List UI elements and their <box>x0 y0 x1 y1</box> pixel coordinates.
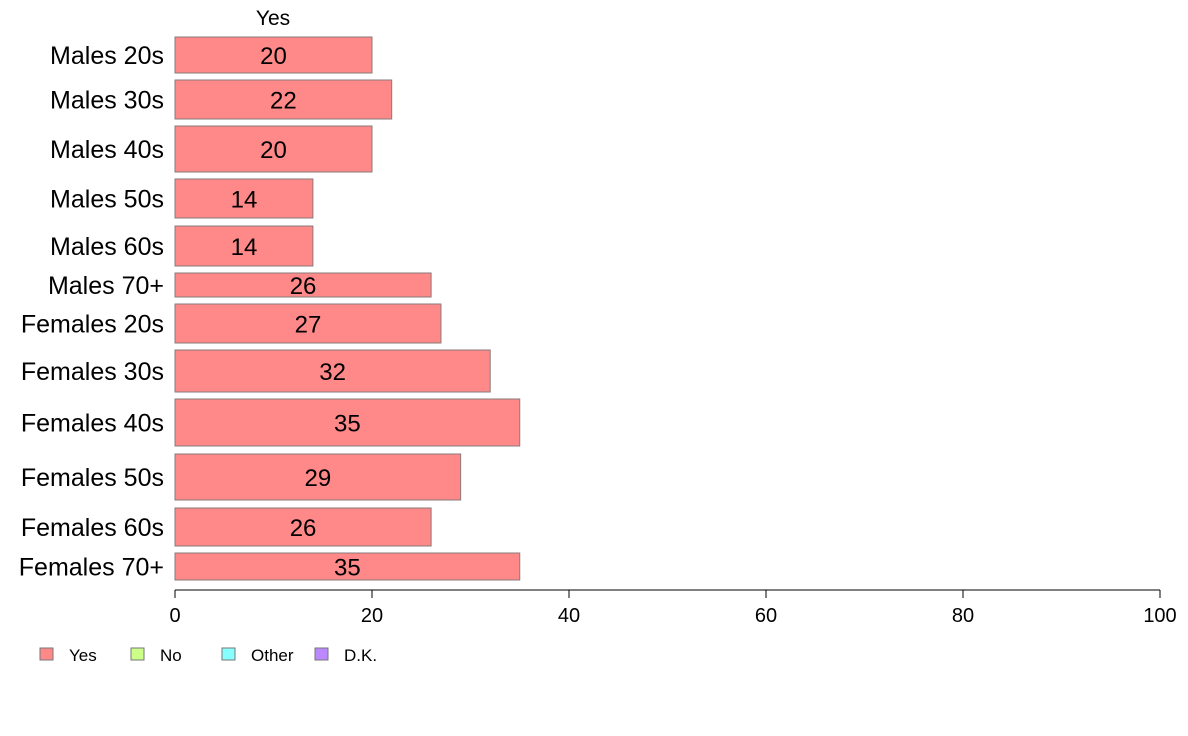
bar-value-label: 20 <box>260 43 287 70</box>
legend-label: D.K. <box>344 646 377 665</box>
bar <box>174 349 491 393</box>
tick-label: 40 <box>558 605 580 627</box>
bar-value-label: 14 <box>231 234 258 261</box>
bar <box>174 398 521 447</box>
bar <box>174 507 432 547</box>
legend-label: Yes <box>69 646 97 665</box>
bar-value-label: 26 <box>290 273 317 300</box>
tick-label: 60 <box>755 605 777 627</box>
category-label: Males 50s <box>50 186 164 214</box>
legend-swatch <box>314 647 329 661</box>
bar <box>174 225 314 267</box>
column-header: Yes <box>256 7 290 30</box>
category-label: Females 40s <box>21 410 164 438</box>
bar-value-label: 20 <box>260 137 287 164</box>
bar <box>174 453 462 501</box>
tick-label: 0 <box>169 605 180 627</box>
bar <box>174 36 373 74</box>
tick-label: 80 <box>952 605 974 627</box>
legend: Yes No Other D.K. <box>39 646 377 665</box>
category-label: Females 50s <box>21 464 164 492</box>
category-label: Males 60s <box>50 233 164 261</box>
legend-swatch <box>221 647 236 661</box>
bar <box>174 272 432 298</box>
bar <box>174 303 442 344</box>
category-label: Females 60s <box>21 514 164 542</box>
bar-value-label: 27 <box>295 312 322 339</box>
bars-group: Males 20s 20 Males 30s 22 Males 40s 20 Males 5… <box>19 36 521 582</box>
tick-label: 20 <box>361 605 383 627</box>
category-label: Males 20s <box>50 42 164 70</box>
bar-value-label: 14 <box>231 187 258 214</box>
legend-swatch <box>39 647 54 661</box>
bar <box>174 125 373 173</box>
category-label: Males 30s <box>50 87 164 115</box>
category-label: Females 70+ <box>19 554 164 582</box>
bar <box>174 79 393 120</box>
legend-label: No <box>160 646 182 665</box>
bar-value-label: 32 <box>319 359 346 386</box>
legend-swatch <box>130 647 145 661</box>
bar-value-label: 35 <box>334 411 361 438</box>
bar-value-label: 35 <box>334 555 361 582</box>
tick-label: 100 <box>1143 605 1176 627</box>
category-label: Males 70+ <box>48 272 164 300</box>
category-label: Females 20s <box>21 311 164 339</box>
bar-value-label: 29 <box>304 465 331 492</box>
x-axis-ticks: 0 20 40 60 80 100 <box>169 590 1177 627</box>
bar <box>174 552 521 581</box>
category-label: Males 40s <box>50 136 164 164</box>
legend-label: Other <box>251 646 294 665</box>
bar-value-label: 22 <box>270 88 297 115</box>
bar <box>174 178 314 219</box>
bar-value-label: 26 <box>290 515 317 542</box>
category-label: Females 30s <box>21 358 164 386</box>
